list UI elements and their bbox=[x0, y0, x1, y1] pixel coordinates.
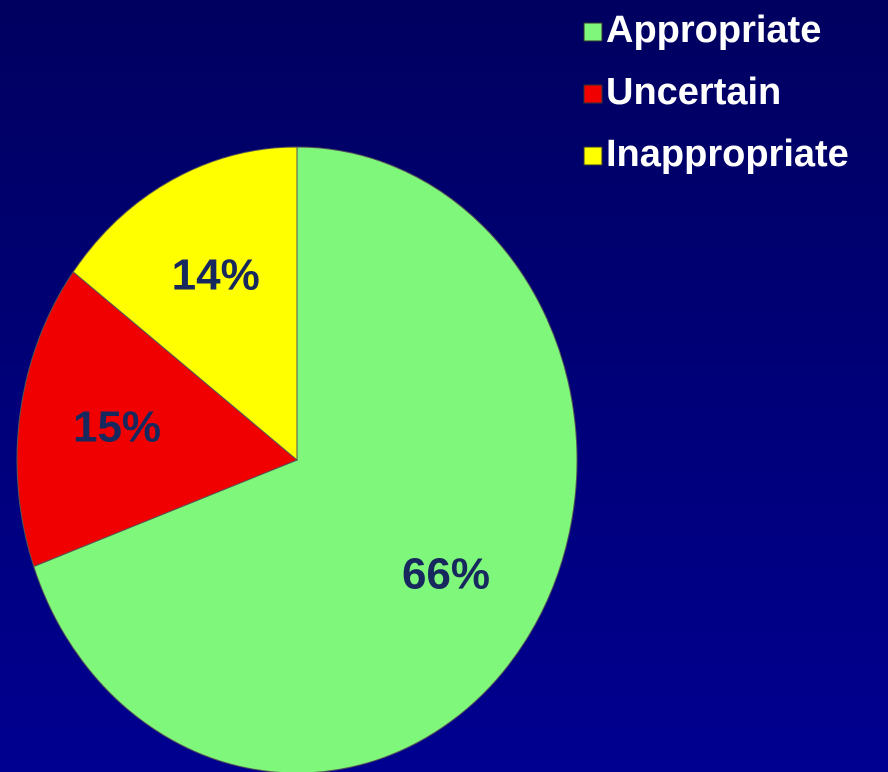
legend-swatch bbox=[583, 22, 603, 42]
legend-text: Inappropriate bbox=[606, 133, 849, 175]
pie-slice bbox=[33, 146, 578, 772]
legend-text: Appropriate bbox=[606, 9, 821, 51]
slice-label: 14% bbox=[172, 251, 260, 300]
slice-label: 66% bbox=[402, 549, 490, 598]
legend-swatch bbox=[583, 84, 603, 104]
legend-swatch bbox=[583, 146, 603, 166]
pie-slice bbox=[72, 146, 298, 462]
pie-slice bbox=[16, 271, 298, 568]
slice-label: 15% bbox=[73, 402, 161, 451]
legend-text: Uncertain bbox=[606, 71, 781, 113]
